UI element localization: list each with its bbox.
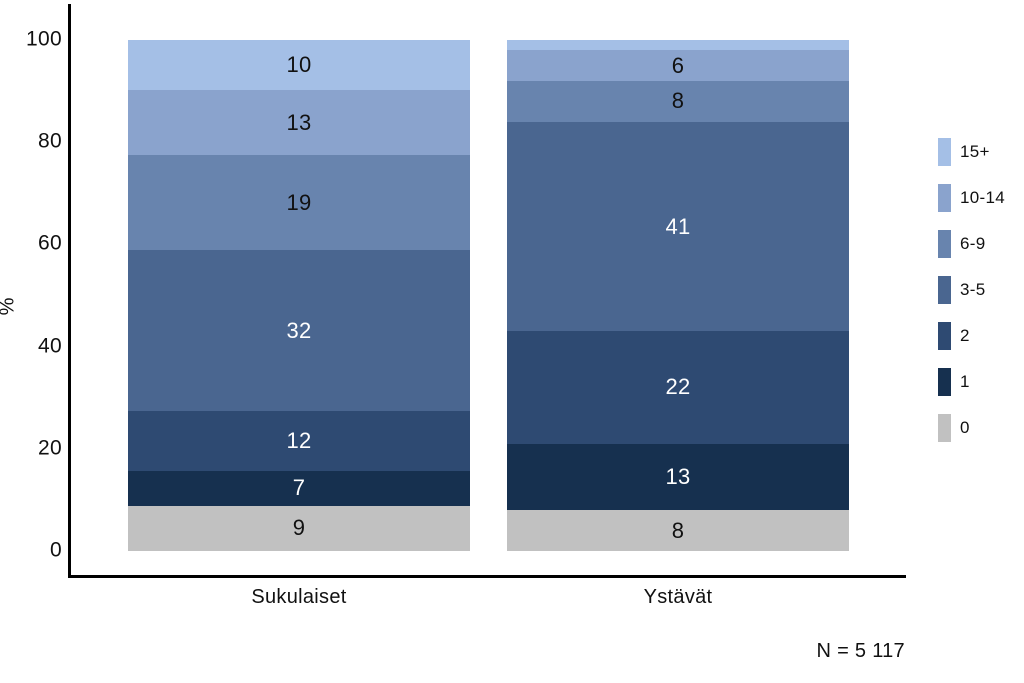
bar-segment-ystavat-0: 8 [507,510,849,551]
legend-swatch-3-5 [938,276,951,304]
bar-segment-value: 19 [286,189,312,215]
legend-label-2: 2 [960,326,970,345]
legend-item-0: 0 [938,414,1018,442]
y-axis-tick-label: 100 [26,27,62,51]
legend-label-1: 1 [960,372,970,391]
y-axis-tick-label: 20 [38,436,62,460]
bar-segment-ystavat-15+ [507,40,849,51]
legend-swatch-2 [938,322,951,350]
legend-swatch-6-9 [938,230,951,258]
legend-item-15+: 15+ [938,138,1018,166]
bar-segment-value: 41 [665,213,691,239]
bar-segment-ystavat-2: 22 [507,331,849,444]
legend-item-2: 2 [938,322,1018,350]
y-axis-spine [68,4,71,578]
bar-segment-value: 8 [671,88,685,114]
x-axis-spine [68,575,906,578]
legend-swatch-15+ [938,138,951,166]
legend-item-1: 1 [938,368,1018,396]
legend-item-10-14: 10-14 [938,184,1018,212]
legend-label-15+: 15+ [960,142,990,161]
y-axis-tick-label: 80 [38,129,62,153]
bar-segment-value: 22 [665,374,691,400]
bar-segment-sukulaiset-15+: 10 [128,40,470,91]
bar-segment-sukulaiset-1: 7 [128,470,470,506]
sample-size-note: N = 5 117 [816,640,905,662]
legend-label-0: 0 [960,418,970,437]
bar-segment-value: 9 [292,515,306,541]
legend-label-6-9: 6-9 [960,234,986,253]
bar-segment-ystavat-1: 13 [507,443,849,511]
bar-segment-value: 8 [671,517,685,543]
category-label-sukulaiset: Sukulaiset [251,586,347,608]
bar-segment-value: 32 [286,317,312,343]
bar-segment-value: 7 [292,475,306,501]
legend-swatch-10-14 [938,184,951,212]
bar-segment-ystavat-6-9: 8 [507,80,849,122]
bar-ystavat: 6 8 41 22 13 8 [507,40,849,551]
bar-segment-sukulaiset-10-14: 13 [128,90,470,156]
bar-segment-value: 10 [286,52,312,78]
y-axis-tick-label: 60 [38,231,62,255]
category-label-ystavat: Ystävät [643,586,713,608]
bar-segment-value: 13 [286,109,312,135]
bar-segment-sukulaiset-6-9: 19 [128,155,470,251]
bar-segment-sukulaiset-0: 9 [128,505,470,551]
bar-sukulaiset: 10 13 19 32 12 7 9 [128,40,470,551]
legend-item-3-5: 3-5 [938,276,1018,304]
y-axis-title: % [0,298,19,316]
legend-swatch-0 [938,414,951,442]
y-axis-tick-label: 40 [38,334,62,358]
legend-swatch-1 [938,368,951,396]
bar-segment-sukulaiset-3-5: 32 [128,250,470,411]
bar-segment-value: 13 [665,463,691,489]
legend-item-6-9: 6-9 [938,230,1018,258]
bar-segment-ystavat-3-5: 41 [507,121,849,332]
bar-segment-value: 6 [671,52,685,78]
bar-segment-value: 12 [286,427,312,453]
y-axis-tick-label: 0 [50,538,62,562]
bar-segment-ystavat-10-14: 6 [507,50,849,81]
bar-segment-sukulaiset-2: 12 [128,410,470,471]
legend-label-3-5: 3-5 [960,280,986,299]
legend-label-10-14: 10-14 [960,188,1005,207]
